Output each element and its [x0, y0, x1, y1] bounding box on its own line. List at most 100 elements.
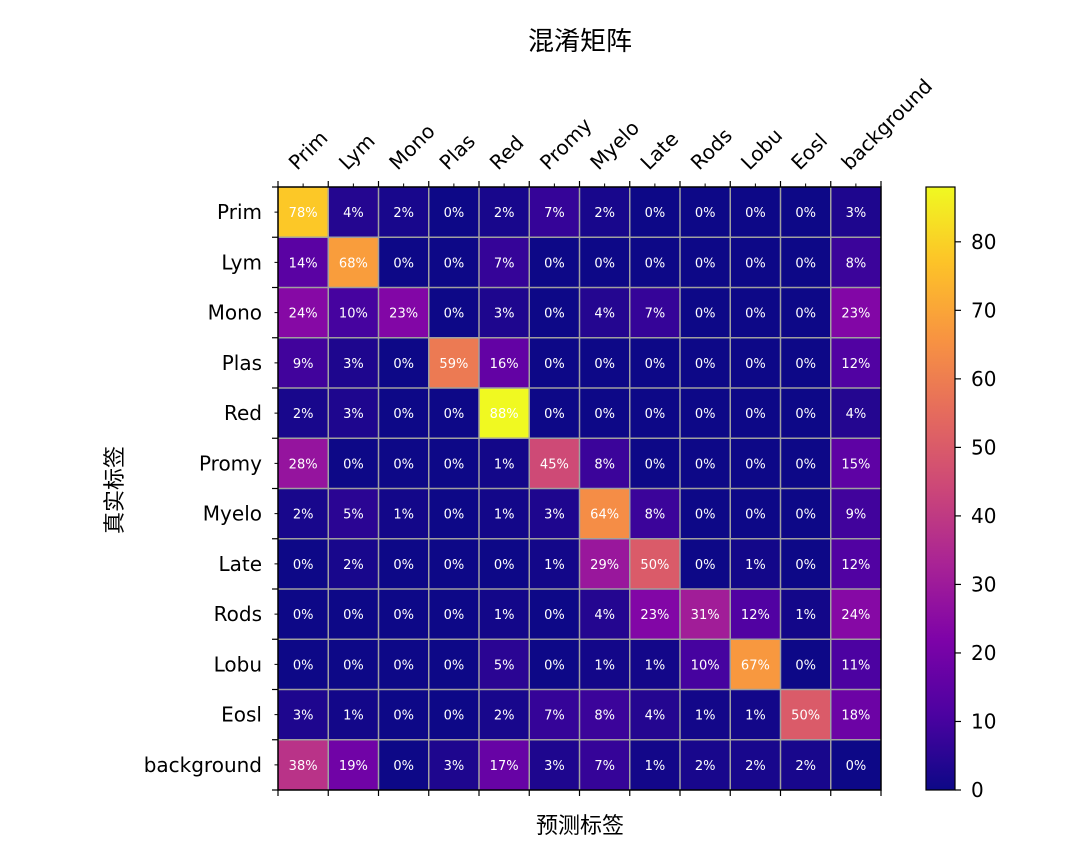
heatmap-cell: [278, 739, 329, 790]
cell-value-label: 0%: [343, 658, 364, 673]
y-tick-label: Prim: [217, 200, 262, 224]
cell-value-label: 78%: [289, 206, 318, 221]
cell-value-label: 4%: [594, 608, 615, 623]
heatmap-cell: [830, 237, 881, 288]
colorbar-tick-label: 50: [971, 435, 996, 459]
cell-value-label: 2%: [343, 558, 364, 573]
cell-value-label: 0%: [444, 508, 465, 523]
heatmap-cell: [529, 388, 580, 439]
cell-value-label: 2%: [795, 759, 816, 774]
cell-value-label: 0%: [544, 407, 565, 422]
x-tick-label: Red: [485, 131, 529, 175]
heatmap-cell: [328, 187, 379, 238]
cell-value-label: 0%: [393, 558, 414, 573]
y-tick-label: Plas: [222, 351, 262, 375]
heatmap-cell: [680, 337, 731, 388]
chart-title: 混淆矩阵: [528, 27, 632, 57]
cell-value-label: 1%: [594, 658, 615, 673]
heatmap-cell: [479, 639, 530, 690]
cell-value-label: 0%: [795, 206, 816, 221]
heatmap-cell: [479, 237, 530, 288]
cell-value-label: 4%: [846, 407, 867, 422]
cell-value-label: 50%: [640, 558, 669, 573]
heatmap-cell: [529, 589, 580, 640]
cell-value-label: 18%: [841, 709, 870, 724]
heatmap-cell: [529, 689, 580, 740]
cell-value-label: 8%: [645, 508, 666, 523]
colorbar-tick-label: 30: [971, 572, 996, 596]
cell-value-label: 9%: [293, 357, 314, 372]
cell-value-label: 3%: [544, 759, 565, 774]
heatmap-cell: [378, 589, 429, 640]
cell-value-label: 8%: [594, 457, 615, 472]
cell-value-label: 1%: [494, 608, 515, 623]
cell-value-label: 19%: [339, 759, 368, 774]
heatmap-cell: [328, 739, 379, 790]
heatmap-cell: [328, 337, 379, 388]
heatmap-cell: [780, 388, 831, 439]
cell-value-label: 0%: [444, 558, 465, 573]
y-tick-label: Myelo: [203, 502, 262, 526]
cell-value-label: 0%: [293, 608, 314, 623]
heatmap-cell: [428, 538, 479, 589]
heatmap-cell: [680, 739, 731, 790]
cell-value-label: 1%: [494, 508, 515, 523]
cell-value-label: 12%: [841, 558, 870, 573]
heatmap-cell: [479, 739, 530, 790]
cell-value-label: 14%: [289, 256, 318, 271]
heatmap-cell: [730, 589, 781, 640]
heatmap-cell: [529, 287, 580, 338]
cell-value-label: 0%: [594, 256, 615, 271]
cell-value-label: 0%: [745, 307, 766, 322]
heatmap-cell: [428, 337, 479, 388]
cell-value-label: 0%: [393, 658, 414, 673]
cell-value-label: 0%: [795, 307, 816, 322]
cell-value-label: 0%: [645, 256, 666, 271]
cell-value-label: 2%: [494, 709, 515, 724]
heatmap-cell: [278, 337, 329, 388]
cell-value-label: 16%: [490, 357, 519, 372]
heatmap-cell: [730, 337, 781, 388]
cell-value-label: 0%: [444, 206, 465, 221]
heatmap-cell: [830, 538, 881, 589]
cell-value-label: 0%: [544, 357, 565, 372]
cell-value-label: 0%: [695, 206, 716, 221]
x-tick-label: Eosl: [786, 129, 832, 175]
cell-value-label: 8%: [594, 709, 615, 724]
heatmap-cell: [730, 237, 781, 288]
colorbar-gradient: [925, 186, 956, 791]
cell-value-label: 1%: [795, 608, 816, 623]
colorbar-tick-label: 70: [971, 298, 996, 322]
heatmap-cell: [278, 488, 329, 539]
heatmap-cell: [529, 337, 580, 388]
heatmap-cell: [278, 589, 329, 640]
heatmap-cell: [830, 639, 881, 690]
y-tick-label: Lobu: [214, 652, 262, 676]
cell-value-label: 2%: [745, 759, 766, 774]
heatmap-cell: [730, 538, 781, 589]
cell-value-label: 0%: [846, 759, 867, 774]
cell-value-label: 0%: [695, 508, 716, 523]
heatmap-cell: [378, 287, 429, 338]
heatmap-cell: [428, 438, 479, 489]
cell-value-label: 0%: [645, 357, 666, 372]
heatmap-cell: [428, 639, 479, 690]
cell-value-label: 0%: [745, 256, 766, 271]
heatmap-cell: [378, 337, 429, 388]
heatmap-cell: [680, 689, 731, 740]
heatmap-cell: [780, 187, 831, 238]
heatmap-cell: [680, 538, 731, 589]
heatmap-cell: [428, 589, 479, 640]
heatmap-cell: [479, 187, 530, 238]
heatmap-cell: [730, 388, 781, 439]
colorbar-tick-label: 10: [971, 709, 996, 733]
heatmap-cell: [479, 287, 530, 338]
heatmap-cell: [428, 739, 479, 790]
cell-value-label: 2%: [494, 206, 515, 221]
cell-value-label: 2%: [594, 206, 615, 221]
heatmap-cell: [780, 237, 831, 288]
cell-value-label: 15%: [841, 457, 870, 472]
heatmap-cell: [730, 187, 781, 238]
heatmap-cell: [378, 388, 429, 439]
